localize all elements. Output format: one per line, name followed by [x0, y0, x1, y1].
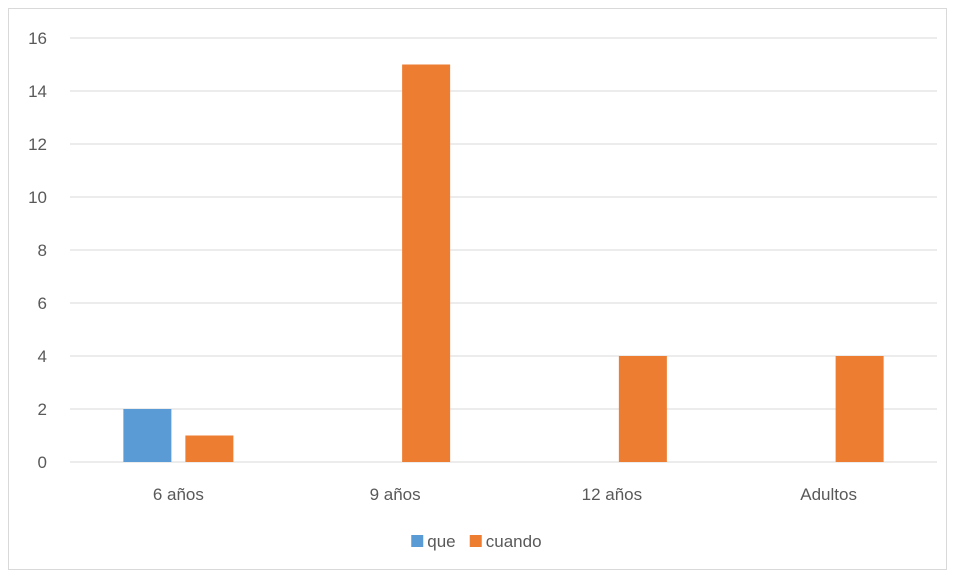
y-tick-label: 6: [38, 294, 47, 313]
y-tick-label: 2: [38, 400, 47, 419]
y-tick-label: 0: [38, 453, 47, 472]
bar-cuando-0: [185, 435, 234, 462]
y-tick-label: 12: [28, 135, 47, 154]
y-tick-label: 16: [28, 29, 47, 48]
legend-label-cuando: cuando: [486, 532, 542, 551]
y-tick-label: 8: [38, 241, 47, 260]
bar-cuando-1: [402, 64, 451, 462]
bar-cuando-2: [618, 356, 667, 462]
x-tick-label: 6 años: [153, 485, 204, 504]
x-tick-label: 9 años: [370, 485, 421, 504]
y-tick-label: 10: [28, 188, 47, 207]
legend-label-que: que: [427, 532, 455, 551]
y-tick-label: 4: [38, 347, 47, 366]
legend-swatch-cuando: [469, 535, 482, 547]
bar-que-0: [123, 409, 172, 462]
x-tick-label: 12 años: [582, 485, 643, 504]
y-tick-label: 14: [28, 82, 47, 101]
bar-cuando-3: [835, 356, 884, 462]
x-tick-label: Adultos: [800, 485, 857, 504]
legend-swatch-que: [411, 535, 424, 547]
chart-frame: [8, 8, 947, 570]
